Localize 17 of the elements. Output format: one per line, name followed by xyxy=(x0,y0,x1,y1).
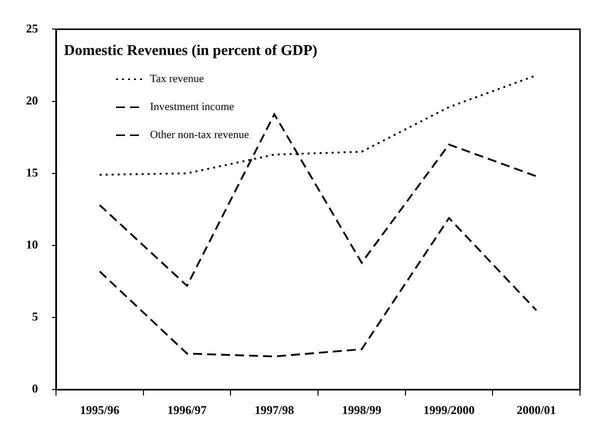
x-tick-label: 1999/2000 xyxy=(423,402,475,417)
x-tick-label: 1997/98 xyxy=(254,402,294,417)
line-series xyxy=(98,217,538,358)
y-tick-label: 10 xyxy=(26,238,38,252)
text: Domestic Revenues (in percent of GDP) xyxy=(64,43,318,60)
x-tick-label: 1998/99 xyxy=(342,402,382,417)
legend-label: Tax revenue xyxy=(150,73,204,86)
y-tick-label: 5 xyxy=(32,310,38,324)
y-tick-label: 15 xyxy=(26,165,38,180)
legend-label: Investment income xyxy=(150,101,234,114)
x-tick-label: 2000/01 xyxy=(516,402,556,417)
x-tick-label: 1996/97 xyxy=(167,402,207,417)
y-tick-label: 20 xyxy=(26,93,38,108)
y-tick-label: 25 xyxy=(26,21,38,36)
y-tick-label: 0 xyxy=(32,382,38,396)
x-tick-label: 1995/96 xyxy=(80,402,120,417)
legend-label: Other non-tax revenue xyxy=(150,129,250,142)
